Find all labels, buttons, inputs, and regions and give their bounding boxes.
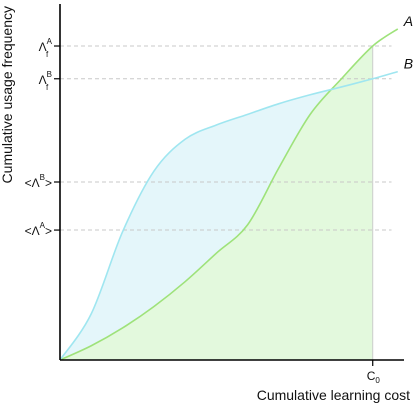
- shaded-areas: [60, 46, 373, 360]
- x-axis-title: Cumulative learning cost: [257, 387, 410, 403]
- series-label-a: A: [403, 13, 413, 29]
- y-tick-label-1: ΛB f: [39, 70, 52, 92]
- y-tick-label-3: <ΛA>: [25, 221, 52, 238]
- area-fill-a: [60, 46, 373, 360]
- series-lines: [59, 28, 399, 361]
- guide-lines: [60, 45, 392, 360]
- tick-labels: ΛA f ΛB f <ΛB> <ΛA> C0: [25, 37, 381, 385]
- series-line-a: [59, 28, 399, 361]
- y-tick-label-0: ΛA f: [39, 37, 53, 59]
- series-labels: AB: [403, 13, 413, 72]
- y-tick-label-2: <ΛB>: [25, 173, 52, 190]
- x-tick-label-0: C0: [367, 369, 381, 385]
- series-line-b: [59, 70, 398, 361]
- series-label-b: B: [404, 56, 413, 72]
- y-axis-title: Cumulative usage frequency: [0, 6, 15, 183]
